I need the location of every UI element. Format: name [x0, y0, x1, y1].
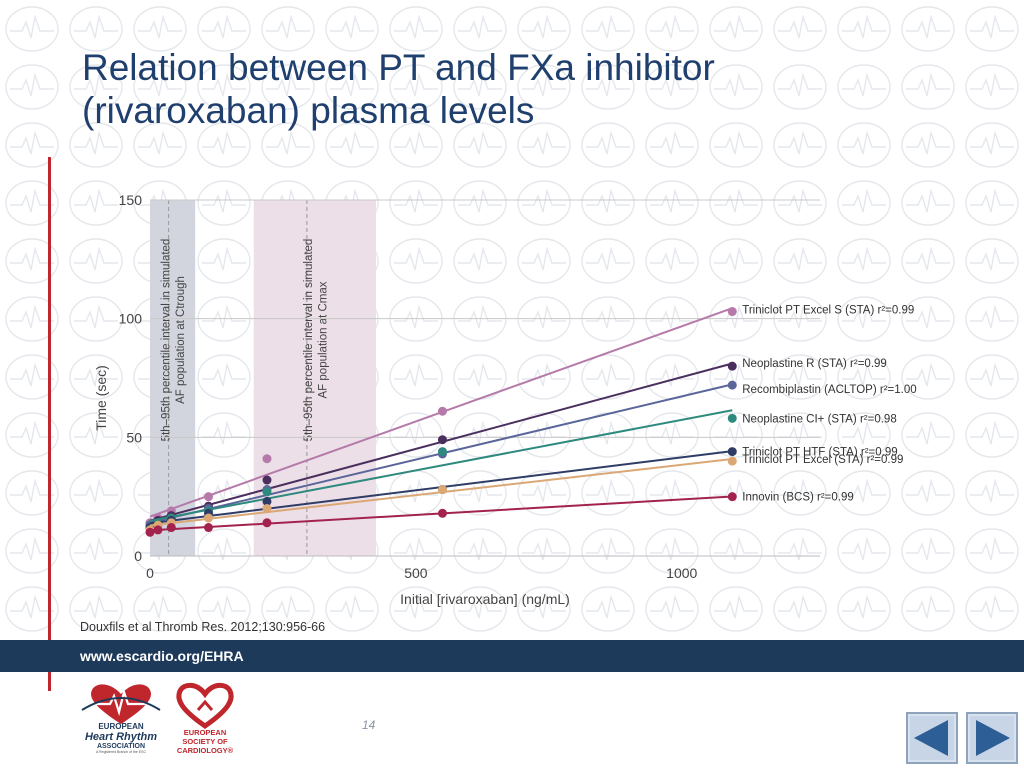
percentile-band [150, 200, 196, 556]
series-label: Triniclot PT Excel S (STA) r²=0.99 [742, 305, 914, 317]
data-point [727, 380, 737, 390]
y-tick-label: 100 [119, 311, 143, 327]
data-point [727, 492, 737, 502]
band-label-line2: AF population at Cmax [317, 281, 329, 398]
triangle-right-icon [976, 720, 1010, 756]
data-point [437, 435, 447, 445]
data-point [437, 406, 447, 416]
series-label: Neoplastine CI+ (STA) r²=0.98 [742, 413, 896, 425]
data-point [203, 513, 213, 523]
x-tick-label: 500 [404, 565, 428, 581]
footer-bar [0, 640, 1024, 672]
data-point [262, 475, 272, 485]
esc-line2: SOCIETY OF [182, 737, 228, 746]
band-label: 5th–95th percentile interval in simulate… [161, 239, 187, 442]
x-axis-label: Initial [rivaroxaban] (ng/mL) [400, 591, 570, 607]
data-point [727, 447, 737, 457]
esc-heart-icon [176, 682, 234, 730]
band-label-line1: 5th–95th percentile interval in simulate… [161, 239, 173, 442]
slide-title-line1: Relation between PT and FXa inhibitor [82, 47, 715, 88]
slide-title-line2: (rivaroxaban) plasma levels [82, 90, 535, 131]
slide-title: Relation between PT and FXa inhibitor (r… [82, 46, 882, 132]
band-label-line1: 5th–95th percentile interval in simulate… [303, 239, 315, 442]
x-tick-label: 0 [146, 565, 154, 581]
citation: Douxfils et al Thromb Res. 2012;130:956-… [80, 620, 326, 634]
series-label: Innovin (BCS) r²=0.99 [742, 492, 854, 504]
esc-logo: EUROPEAN SOCIETY OF CARDIOLOGY® [170, 680, 240, 766]
page-number: 14 [362, 718, 376, 732]
red-vertical-rule [48, 157, 51, 691]
ehra-logo: EUROPEAN Heart Rhythm ASSOCIATION A Regi… [76, 680, 166, 766]
data-point [727, 307, 737, 317]
next-slide-button[interactable] [966, 712, 1018, 764]
triangle-left-icon [914, 720, 948, 756]
data-point [166, 523, 176, 533]
ehra-heart-icon [81, 684, 161, 724]
ehra-line2: Heart Rhythm [84, 731, 158, 743]
ehra-line4: A Registered Branch of the ESC [96, 750, 146, 754]
y-tick-label: 0 [134, 548, 142, 564]
series-label: Triniclot PT HTF (STA) r²=0.99 [742, 447, 897, 459]
series-label: Neoplastine R (STA) r²=0.99 [742, 358, 887, 370]
data-point [262, 504, 272, 514]
x-tick-label: 1000 [666, 565, 697, 581]
previous-slide-button[interactable] [906, 712, 958, 764]
y-tick-label: 50 [126, 429, 142, 445]
data-point [437, 485, 447, 495]
data-point [203, 523, 213, 533]
data-point [437, 508, 447, 518]
data-point [437, 447, 447, 457]
data-point [262, 518, 272, 528]
y-tick-label: 150 [119, 192, 143, 208]
data-point [727, 361, 737, 371]
data-point [145, 527, 155, 537]
chart: 5th–95th percentile interval in simulate… [93, 192, 917, 607]
series-label: Recombiplastin (ACLTOP) r²=1.00 [742, 384, 916, 396]
data-point [262, 454, 272, 464]
series-label: Triniclot PT Excel (STA) r²=0.99 [742, 454, 903, 466]
esc-line1: EUROPEAN [183, 728, 227, 737]
y-axis-label: Time (sec) [93, 365, 109, 431]
band-label-line2: AF population at Ctrough [175, 276, 187, 404]
band-label: 5th–95th percentile interval in simulate… [303, 239, 329, 442]
ehra-line1: EUROPEAN [98, 722, 144, 731]
data-point [262, 496, 272, 506]
data-point [153, 525, 163, 535]
data-point [727, 413, 737, 423]
fit-line [149, 409, 733, 522]
data-point [262, 487, 272, 497]
data-point [727, 456, 737, 466]
ehra-line3: ASSOCIATION [96, 743, 146, 750]
esc-line3: CARDIOLOGY® [176, 746, 234, 755]
footer-url-link[interactable]: www.escardio.org/EHRA [80, 648, 244, 664]
data-point [203, 492, 213, 502]
